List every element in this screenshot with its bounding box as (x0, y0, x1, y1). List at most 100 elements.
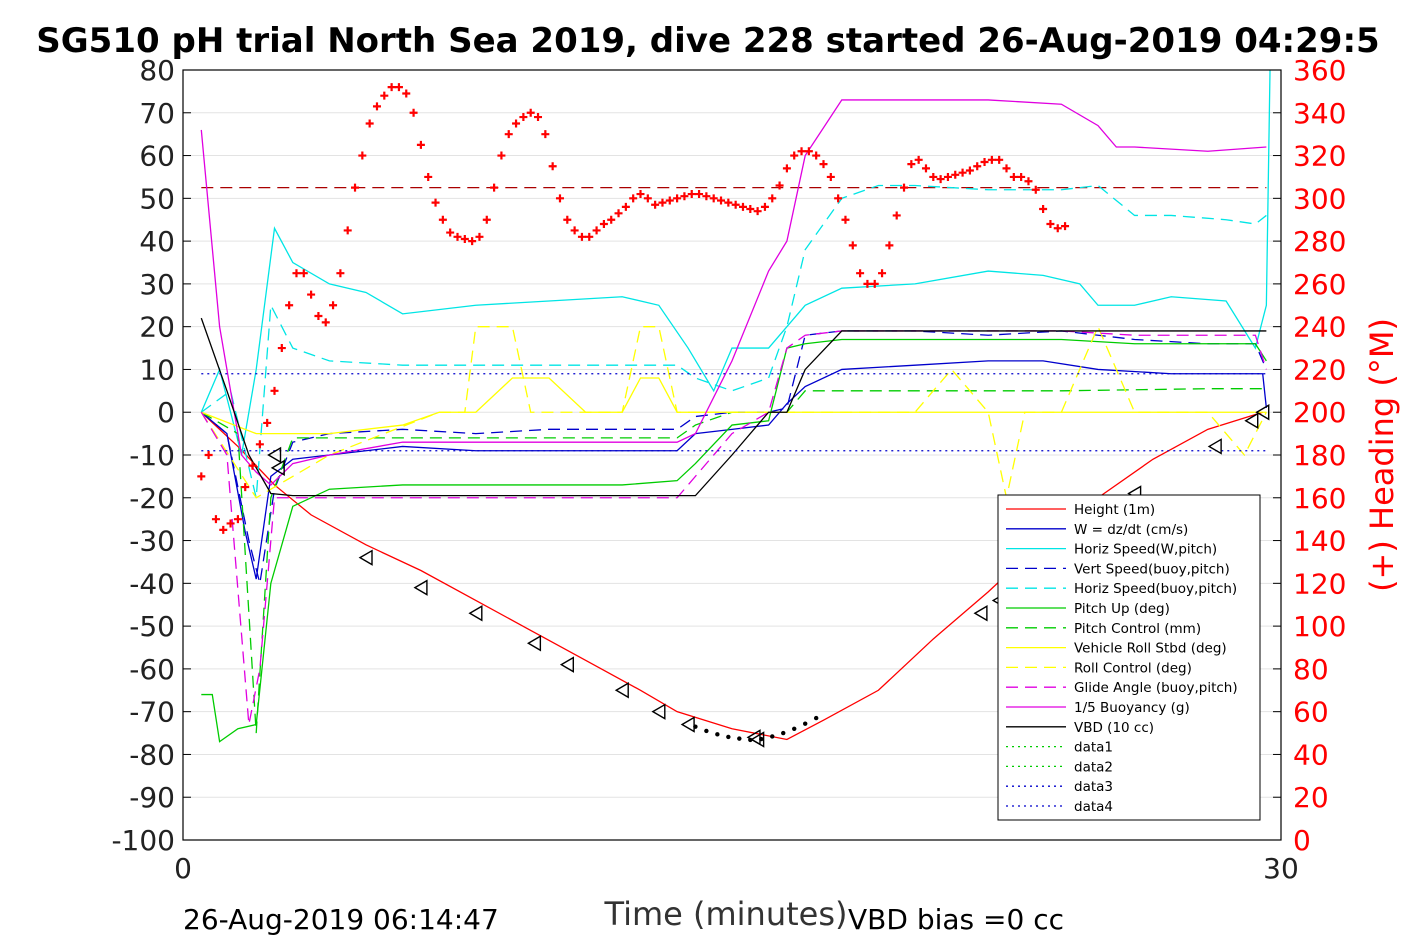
heading-plus-marker (226, 519, 235, 528)
heading-plus-marker (738, 202, 747, 211)
right-tick-label: 140 (1293, 525, 1346, 558)
height-dot-marker (781, 730, 786, 736)
heading-plus-marker (570, 226, 579, 235)
heading-plus-marker (753, 207, 762, 216)
right-tick-label: 280 (1293, 225, 1346, 258)
height-triangle-marker (468, 605, 483, 622)
heading-plus-marker (1046, 220, 1055, 228)
heading-plus-marker (277, 344, 286, 353)
left-tick-label: -100 (111, 824, 175, 857)
heading-plus-marker (921, 164, 930, 173)
heading-plus-marker (255, 440, 264, 449)
chart-title: SG510 pH trial North Sea 2019, dive 228 … (36, 21, 1379, 61)
heading-plus-marker (724, 198, 733, 207)
height-triangle-marker (750, 731, 765, 748)
heading-plus-marker (504, 130, 513, 139)
heading-plus-marker (1061, 222, 1070, 231)
heading-plus-marker (233, 515, 242, 524)
heading-plus-marker (307, 290, 316, 299)
right-tick-label: 160 (1293, 482, 1346, 515)
heading-plus-marker (519, 113, 528, 122)
legend-label: Pitch Up (deg) (1074, 601, 1170, 617)
legend-label: VBD (10 cc) (1074, 720, 1154, 736)
heading-plus-marker (892, 211, 901, 220)
left-tick-label: -30 (129, 525, 175, 558)
heading-plus-marker (929, 172, 938, 181)
heading-plus-marker (1053, 224, 1062, 233)
left-tick-label: -70 (129, 696, 175, 729)
heading-plus-marker (394, 83, 403, 92)
legend-label: Roll Control (deg) (1074, 660, 1192, 676)
heading-plus-marker (241, 483, 250, 492)
heading-plus-marker (870, 279, 879, 288)
heading-plus-marker (797, 147, 806, 156)
heading-plus-marker (1002, 164, 1011, 173)
height-triangle-marker (651, 703, 666, 720)
series-line-2 (200, 69, 1271, 456)
heading-plus-marker (760, 202, 769, 211)
left-tick-label: -10 (129, 439, 175, 472)
heading-plus-marker (782, 164, 791, 173)
right-tick-label: 0 (1293, 824, 1311, 857)
x-tick-label: 30 (1263, 852, 1299, 885)
heading-plus-marker (907, 160, 916, 169)
heading-plus-marker (695, 190, 704, 199)
heading-plus-marker (965, 166, 974, 175)
footer-timestamp: 26-Aug-2019 06:14:47 (183, 903, 499, 936)
height-dot-marker (737, 736, 742, 741)
series-line-9 (200, 330, 1267, 725)
right-tick-label: 80 (1293, 653, 1329, 686)
heading-plus-marker (446, 228, 455, 237)
left-tick-label: 20 (139, 311, 175, 344)
right-tick-label: 120 (1293, 567, 1346, 600)
right-tick-label: 340 (1293, 97, 1346, 130)
heading-plus-marker (387, 83, 396, 92)
heading-plus-marker (1009, 172, 1018, 181)
left-tick-label: 60 (139, 140, 175, 173)
right-tick-label: 180 (1293, 439, 1346, 472)
heading-plus-marker (717, 196, 726, 205)
heading-plus-marker (211, 515, 220, 524)
heading-plus-marker (497, 151, 506, 160)
heading-plus-marker (460, 234, 469, 243)
left-tick-label: -60 (129, 653, 175, 686)
height-triangle-marker (526, 635, 542, 652)
legend-label: 1/5 Buoyancy (g) (1074, 700, 1190, 716)
height-triangle-marker (270, 459, 285, 477)
heading-plus-marker (512, 119, 521, 128)
heading-plus-marker (936, 175, 945, 184)
heading-plus-marker (453, 232, 462, 241)
height-triangle-marker (413, 579, 428, 596)
x-tick-label: 0 (174, 852, 192, 885)
heading-plus-marker (687, 190, 696, 199)
series-line-8 (200, 325, 1267, 499)
heading-plus-marker (746, 205, 755, 214)
height-triangle-marker (1255, 404, 1270, 421)
heading-plus-marker (673, 194, 682, 203)
left-tick-label: 10 (139, 353, 175, 386)
right-tick-label: 60 (1293, 696, 1329, 729)
heading-plus-marker (416, 140, 425, 149)
heading-plus-marker (658, 198, 667, 207)
heading-plus-marker (951, 170, 960, 179)
heading-plus-marker (468, 237, 477, 246)
legend-label: Vehicle Roll Stbd (deg) (1074, 641, 1227, 657)
heading-plus-marker (534, 113, 543, 122)
right-axis-label: (+) Heading (°M) (1363, 318, 1401, 592)
series-line-11 (200, 317, 1267, 497)
heading-plus-marker (563, 215, 572, 224)
heading-plus-marker (285, 301, 294, 310)
heading-plus-marker (768, 194, 777, 203)
heading-plus-marker (973, 162, 982, 171)
heading-plus-marker (431, 198, 440, 207)
legend-label: Horiz Speed(W,pitch) (1074, 542, 1217, 558)
legend-label: Horiz Speed(buoy,pitch) (1074, 581, 1237, 597)
x-axis-label: Time (minutes) (604, 895, 848, 933)
height-dot-marker (813, 715, 819, 721)
height-triangle-marker (1244, 412, 1259, 429)
heading-plus-marker (826, 172, 835, 181)
heading-plus-marker (329, 301, 338, 310)
series-layer (197, 69, 1271, 748)
heading-plus-marker (863, 279, 872, 288)
